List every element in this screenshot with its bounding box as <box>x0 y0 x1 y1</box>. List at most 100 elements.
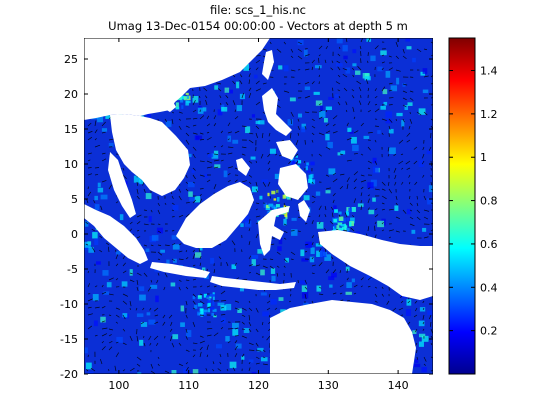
vector-arrow <box>374 139 377 143</box>
vector-arrow <box>423 363 426 366</box>
colorbar-tick-label: 0.6 <box>480 238 498 251</box>
jet-cell <box>337 222 343 226</box>
vector-arrow <box>170 335 173 342</box>
speed-cell <box>291 229 298 236</box>
speed-cell <box>213 150 219 155</box>
vector-arrow <box>85 369 89 372</box>
jet-cell <box>346 227 350 232</box>
speed-cell <box>300 249 305 257</box>
vector-arrow <box>87 313 93 316</box>
vector-arrow <box>234 353 238 358</box>
vector-arrow <box>276 251 281 255</box>
vector-arrow <box>262 363 268 366</box>
vector-arrow <box>87 122 92 127</box>
speed-cell <box>106 282 112 288</box>
speed-cell <box>345 67 351 74</box>
speed-cell <box>242 215 249 223</box>
vector-arrow <box>297 55 303 60</box>
vector-arrow <box>150 279 153 283</box>
speed-cell <box>100 316 106 323</box>
vector-arrow <box>86 199 89 204</box>
vector-arrow <box>304 279 307 284</box>
vector-arrow <box>220 159 224 162</box>
vector-arrow <box>266 300 271 304</box>
speed-cell <box>214 85 219 90</box>
speed-cell <box>345 266 350 271</box>
colorbar-tick-label: 0.8 <box>480 195 498 208</box>
vector-arrow <box>170 321 173 326</box>
jet-cell <box>305 166 308 171</box>
vector-arrow <box>332 131 338 134</box>
vector-arrow <box>171 195 174 200</box>
vector-arrow <box>108 293 114 296</box>
vector-arrow <box>311 257 314 260</box>
speed-cell <box>415 358 419 363</box>
vector-arrow <box>346 159 352 162</box>
speed-cell <box>291 217 297 221</box>
vector-arrow <box>398 307 404 311</box>
speed-cell <box>245 126 251 134</box>
vector-arrow <box>192 199 197 204</box>
vector-arrow <box>374 214 379 218</box>
vector-arrow <box>143 223 149 226</box>
vector-arrow <box>261 132 264 139</box>
vector-arrow <box>204 95 208 99</box>
speed-cell <box>187 181 195 188</box>
vector-arrow <box>267 160 271 165</box>
vector-arrow <box>335 81 341 85</box>
vector-arrow <box>304 243 309 246</box>
vector-arrow <box>185 335 188 340</box>
jet-cell <box>345 225 348 230</box>
speed-cell <box>405 309 411 316</box>
vector-arrow <box>381 132 384 135</box>
vector-arrow <box>374 208 378 211</box>
land-luzon <box>262 88 292 136</box>
vector-arrow <box>143 342 146 347</box>
vector-arrow <box>283 41 286 45</box>
speed-cell <box>214 164 221 169</box>
vector-arrow <box>400 300 404 304</box>
vector-arrow <box>414 300 418 304</box>
speed-cell <box>244 221 252 227</box>
y-tick-label: -15 <box>60 333 78 346</box>
speed-cell <box>352 49 357 54</box>
vector-arrow <box>268 321 271 325</box>
speed-cell <box>270 268 276 274</box>
speed-cell <box>258 120 265 125</box>
vector-arrow <box>381 208 385 211</box>
vector-arrow <box>409 90 414 93</box>
jet-cell <box>342 226 346 231</box>
speed-cell <box>432 371 433 374</box>
vector-arrow <box>342 68 348 71</box>
vector-arrow <box>192 153 196 159</box>
vector-arrow <box>220 290 226 295</box>
vector-arrow <box>388 208 394 211</box>
vector-arrow <box>276 104 281 109</box>
vector-arrow <box>416 48 422 53</box>
vector-arrow <box>430 370 433 372</box>
vector-arrow <box>352 74 355 78</box>
colorbar-ticks: 1.4 1.2 1 0.8 0.6 0.4 0.2 <box>449 65 498 338</box>
speed-cell <box>421 366 427 373</box>
vector-arrow <box>94 334 98 337</box>
jet-cell <box>307 170 311 173</box>
vector-arrow <box>290 69 296 72</box>
vector-arrow <box>395 55 399 59</box>
vector-arrow <box>324 59 327 64</box>
y-tick-label: 15 <box>64 123 78 136</box>
vector-arrow <box>192 117 198 120</box>
vector-arrow <box>290 230 295 232</box>
vector-arrow <box>199 198 203 204</box>
jet-cell <box>185 92 189 96</box>
vector-arrow <box>339 46 341 50</box>
vector-arrow <box>185 362 189 365</box>
y-tick-label: 20 <box>64 88 78 101</box>
speed-cell <box>328 168 336 175</box>
speed-cell <box>404 105 409 111</box>
vector-arrow <box>234 307 240 310</box>
vector-arrow <box>205 368 208 372</box>
speed-cell <box>115 251 121 255</box>
vector-arrow <box>122 167 125 171</box>
vector-arrow <box>142 307 145 311</box>
vector-arrow <box>374 221 377 225</box>
